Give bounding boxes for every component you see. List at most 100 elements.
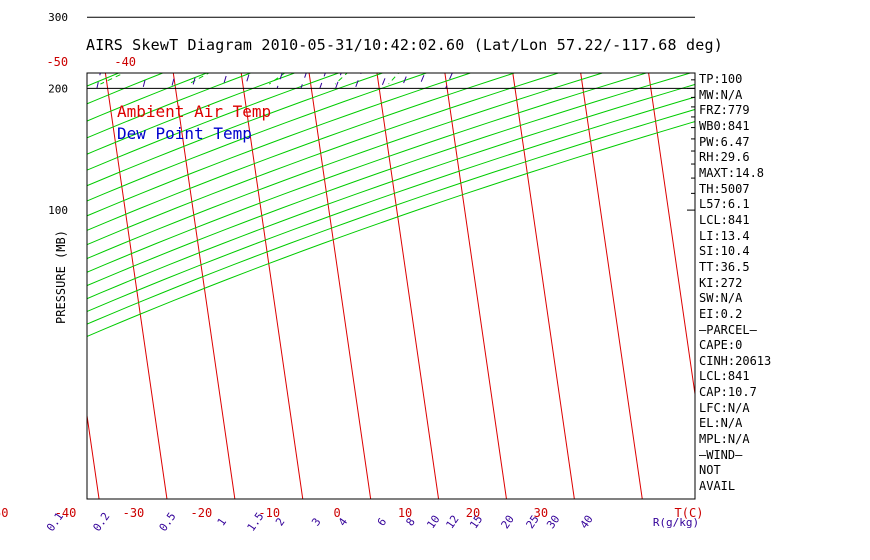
bottom-temp-tick-label: -40 bbox=[55, 506, 77, 520]
isotherm-line bbox=[784, 73, 846, 499]
legend-item-dew: Dew Point Temp bbox=[117, 124, 252, 143]
mixing-ratio-line bbox=[445, 73, 453, 89]
stat-item: LCL:841 bbox=[699, 369, 750, 384]
stat-item: TT:36.5 bbox=[699, 259, 750, 274]
dry-adiabat-line bbox=[87, 73, 515, 231]
mixing-ratio-line bbox=[335, 73, 342, 89]
mixing-ratio-line bbox=[380, 73, 388, 89]
moist-adiabat-line bbox=[0, 0, 256, 84]
dry-adiabat-line bbox=[87, 73, 691, 287]
stat-item: WB0:841 bbox=[699, 118, 750, 133]
stat-item: CAP:10.7 bbox=[699, 385, 757, 400]
dry-adiabat-line bbox=[87, 73, 339, 171]
stat-item: AVAIL bbox=[699, 479, 736, 494]
chart-legend: Ambient Air Temp Dew Point Temp bbox=[117, 101, 271, 145]
mixing-ratio-line bbox=[276, 73, 283, 89]
bottom-temp-tick-label: 20 bbox=[466, 506, 480, 520]
dry-adiabat-line bbox=[0, 73, 75, 499]
dry-adiabat-line bbox=[87, 73, 383, 187]
mixing-ratio-line bbox=[417, 73, 426, 89]
mixing-ratio-line bbox=[96, 73, 101, 89]
moist-adiabat-line bbox=[0, 0, 310, 84]
isotherm-line bbox=[240, 73, 304, 499]
mixing-ratio-label: 30 bbox=[544, 513, 562, 531]
axes-frame bbox=[86, 16, 696, 500]
temp-unit-label: T(C) bbox=[675, 506, 704, 520]
mixing-ratio-label: 25 bbox=[524, 513, 542, 531]
dry-adiabat-line bbox=[87, 96, 695, 313]
stat-item: KI:272 bbox=[699, 275, 743, 290]
stat-item: PW:6.47 bbox=[699, 134, 750, 149]
moist-adiabat-line bbox=[388, 73, 400, 85]
stat-item: EI:0.2 bbox=[699, 306, 743, 321]
dry-adiabat-line bbox=[87, 73, 119, 87]
moist-adiabat-line bbox=[0, 0, 201, 84]
isotherm-line bbox=[648, 73, 695, 398]
dry-adiabat-line bbox=[87, 108, 695, 325]
stat-item: L57:6.1 bbox=[699, 197, 750, 212]
stat-item: SI:10.4 bbox=[699, 244, 750, 259]
stat-item: —PARCEL— bbox=[699, 322, 757, 337]
mixing-ratio-label: 1 bbox=[215, 516, 229, 529]
stat-item: EL:N/A bbox=[699, 416, 743, 431]
stat-item: LCL:841 bbox=[699, 212, 750, 227]
mixing-ratio-label: 6 bbox=[375, 516, 389, 529]
moist-adiabat-line bbox=[0, 0, 283, 84]
mixing-ratio-label: 20 bbox=[499, 513, 517, 531]
mixing-ratio-unit-label: R(g/kg) bbox=[653, 516, 699, 529]
moist-adiabat-line bbox=[268, 73, 286, 85]
mixing-ratio-label: 4 bbox=[336, 515, 351, 528]
mixing-ratio-label: 10 bbox=[424, 513, 442, 531]
isotherm-line bbox=[0, 73, 31, 499]
stat-item: SW:N/A bbox=[699, 291, 743, 306]
dry-adiabat-line bbox=[87, 73, 603, 260]
stat-item: LFC:N/A bbox=[699, 400, 750, 415]
mixing-ratio-line bbox=[300, 73, 307, 89]
bottom-temp-tick-label: -30 bbox=[123, 506, 145, 520]
dry-adiabat-line bbox=[87, 73, 471, 217]
plot-frame bbox=[86, 72, 696, 500]
page-title: AIRS SkewT Diagram 2010-05-31/10:42:02.6… bbox=[86, 36, 723, 54]
bottom-temp-tick-label: 10 bbox=[398, 506, 412, 520]
mixing-ratio-label: 2 bbox=[273, 516, 287, 529]
isotherm-line bbox=[172, 73, 236, 499]
isotherm-line bbox=[512, 73, 575, 499]
mixing-ratio-line bbox=[221, 73, 228, 89]
stat-item: —WIND— bbox=[699, 447, 743, 462]
stat-item: MW:N/A bbox=[699, 87, 743, 102]
moist-adiabat-line bbox=[0, 0, 473, 84]
moist-adiabat-line bbox=[100, 73, 126, 85]
stat-item: MPL:N/A bbox=[699, 432, 750, 447]
bottom-temp-tick-label: -50 bbox=[0, 506, 8, 520]
dry-adiabat-line bbox=[87, 73, 559, 246]
moist-adiabat-line bbox=[18, 0, 500, 84]
isotherm-line bbox=[852, 73, 870, 499]
bottom-temp-tick-label: 30 bbox=[534, 506, 548, 520]
isotherm-line bbox=[104, 73, 168, 499]
stat-item: TP:100 bbox=[699, 72, 743, 86]
isotherm-line bbox=[87, 412, 100, 499]
stats-panel: TP:100 MW:N/A FRZ:779 WB0:841 PW:6.47 RH:29.6… bbox=[699, 72, 771, 495]
mixing-ratio-line bbox=[142, 73, 148, 89]
stat-item: TH:5007 bbox=[699, 181, 750, 196]
bottom-temp-tick-label: 0 bbox=[334, 506, 341, 520]
background-lines bbox=[0, 0, 870, 499]
legend-item-temp: Ambient Air Temp bbox=[117, 102, 272, 121]
isotherm-line bbox=[444, 73, 507, 499]
pressure-tick-label: 300 bbox=[48, 11, 68, 24]
isotherm-line bbox=[580, 73, 643, 499]
stat-item: CAPE:0 bbox=[699, 338, 743, 353]
mixing-ratio-label: 0.5 bbox=[157, 510, 179, 534]
stat-item: NOT bbox=[699, 463, 721, 478]
pressure-tick-label: 200 bbox=[48, 82, 68, 95]
mixing-ratio-line bbox=[244, 73, 250, 89]
stat-item: LI:13.4 bbox=[699, 228, 750, 243]
stat-item: CINH:20613 bbox=[699, 353, 772, 368]
mixing-ratio-label: 12 bbox=[443, 513, 461, 531]
mixing-ratio-label: 15 bbox=[467, 513, 485, 531]
mixing-ratio-label: 3 bbox=[309, 516, 323, 529]
moist-adiabat-line bbox=[188, 73, 210, 85]
isotherm-line bbox=[308, 73, 372, 499]
axis-labels: 1002003004005006007008009001000-120-110-… bbox=[0, 11, 704, 534]
